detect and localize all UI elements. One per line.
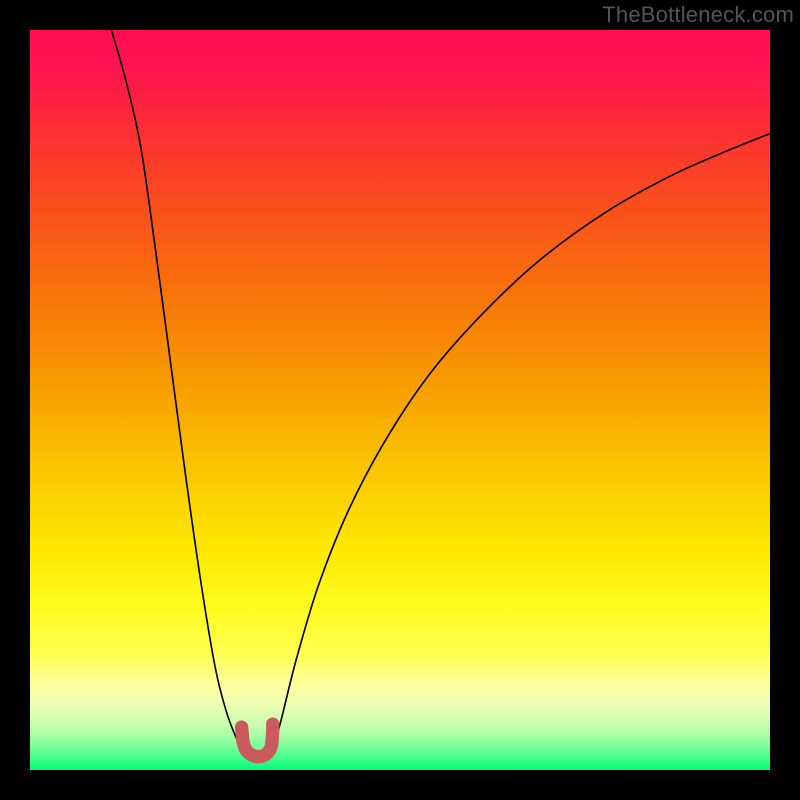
- chart-background: [30, 30, 770, 770]
- watermark-text: TheBottleneck.com: [602, 2, 794, 28]
- bottleneck-chart: [30, 30, 770, 770]
- plot-frame: [30, 30, 770, 770]
